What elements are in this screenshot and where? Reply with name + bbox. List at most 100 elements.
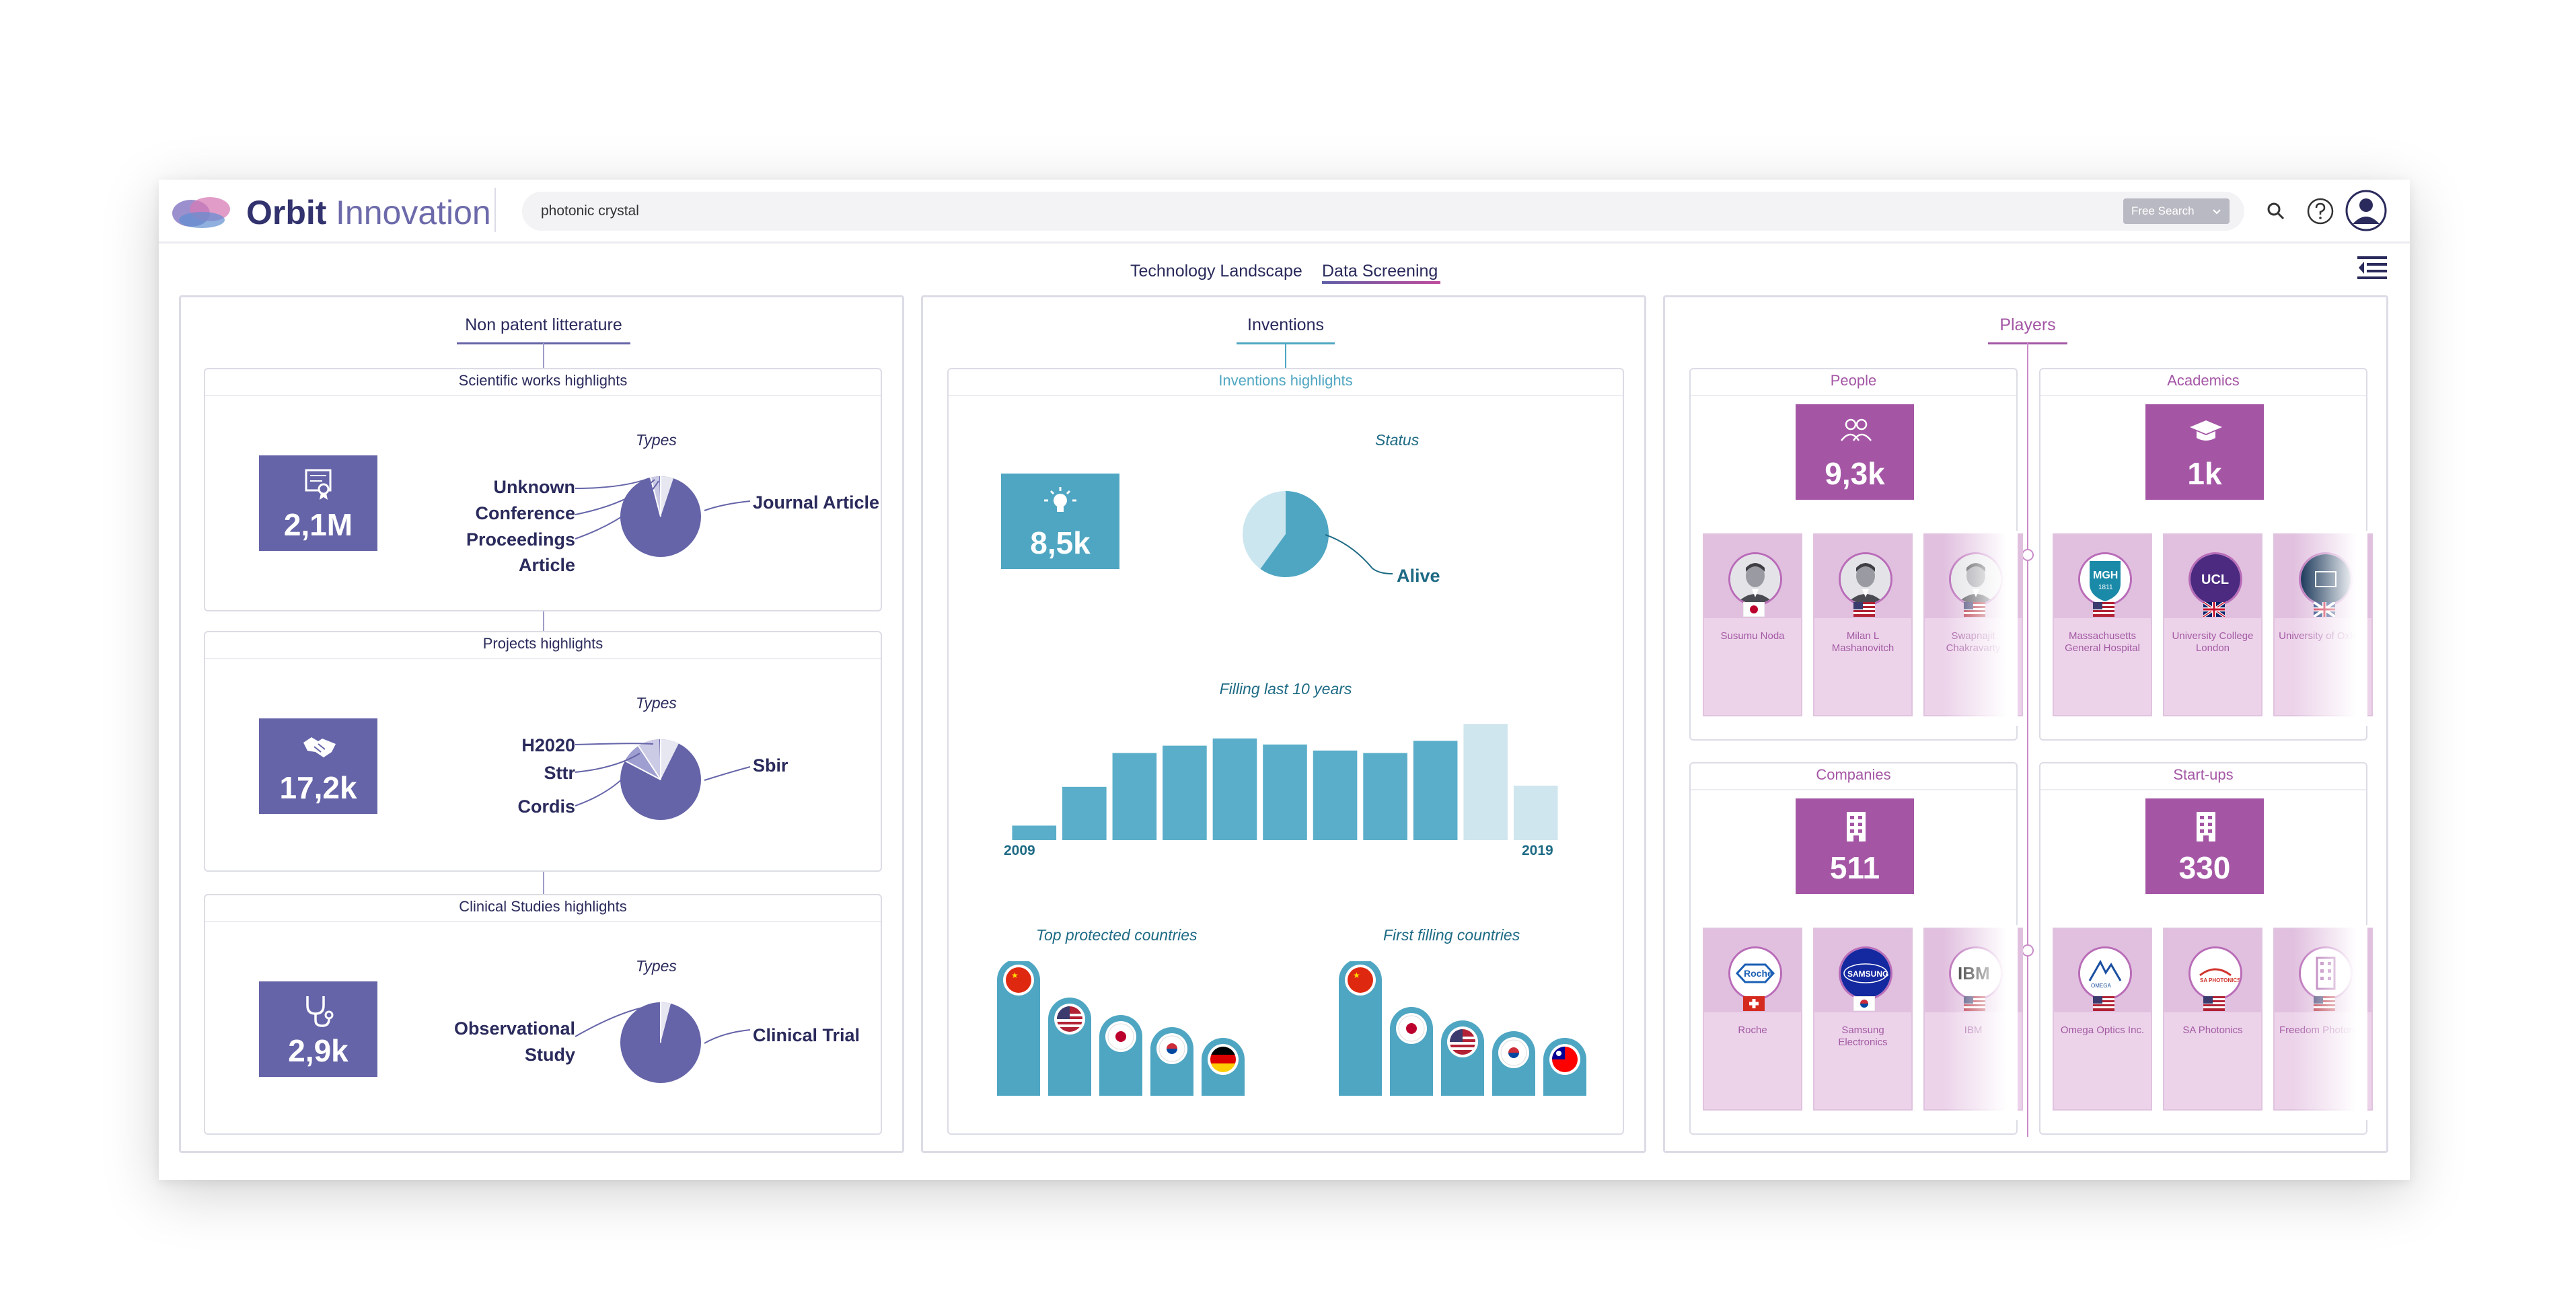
player-card[interactable]: OMEGA Omega Optics Inc. (2053, 928, 2152, 1111)
search-input[interactable]: photonic crystal (541, 203, 639, 219)
filing-bar-2014[interactable] (1263, 745, 1307, 840)
companies-card: Companies 511 Roche Roche SAMSUNG Samsun… (1689, 762, 2018, 1135)
search-icon[interactable] (2266, 201, 2286, 221)
academics-stat[interactable]: 1k (2145, 404, 2264, 500)
player-card[interactable]: MGH1811 Massachusetts General Hospital (2053, 533, 2152, 716)
mgh-logo-icon: MGH1811 (2078, 552, 2132, 606)
startups-card: Start-ups 330 OMEGA Omega Optics Inc. SA… (2039, 762, 2367, 1135)
pie-label-conference: Conference (461, 503, 575, 524)
pie-label-journal-article: Journal Article (753, 492, 879, 513)
svg-text:1811: 1811 (2098, 584, 2113, 591)
players-title[interactable]: Players (1988, 315, 2067, 335)
logo-text-light: Innovation (336, 193, 491, 232)
inventions-title[interactable]: Inventions (1237, 315, 1335, 335)
first-filing-countries[interactable]: ★ (1337, 961, 1593, 1104)
inventions-panel: Inventions Inventions highlights 8,5k St… (921, 295, 1646, 1153)
logo-text-strong: Orbit (246, 193, 326, 232)
filing-bar-2015[interactable] (1313, 751, 1358, 840)
top-protected-countries[interactable]: ★ (996, 961, 1251, 1104)
card-title: Companies (1691, 766, 2016, 784)
scientific-works-stat[interactable]: 2,1M (259, 455, 377, 551)
status-pie-chart[interactable] (1241, 489, 1331, 579)
card-title: Scientific works highlights (205, 372, 881, 389)
pie-label-clinical-trial: Clinical Trial (753, 1025, 860, 1046)
filing-bar-2011[interactable] (1113, 753, 1157, 840)
clinical-studies-card: Clinical Studies highlights 2,9k Types O… (204, 894, 882, 1135)
lightbulb-icon (1044, 486, 1076, 521)
stat-value: 330 (2145, 850, 2264, 886)
filing-chart-title: Filling last 10 years (949, 680, 1623, 698)
orbit-logo-mark (171, 193, 233, 229)
carousel-fade (2293, 531, 2367, 726)
pie-label-proceedings: Proceedings (461, 529, 575, 550)
sa-photonics-logo-icon: SA PHOTONICS (2188, 946, 2242, 1000)
projects-card: Projects highlights 17,2k Types (204, 631, 882, 872)
orbit-logo[interactable]: Orbit Innovation (171, 189, 487, 232)
tab-technology-landscape[interactable]: Technology Landscape (1130, 262, 1302, 281)
filing-bar-2017[interactable] (1413, 741, 1458, 840)
china-flag-icon: ★ (1339, 961, 1382, 1096)
inventions-card: Inventions highlights 8,5k Status Alive … (947, 368, 1624, 1135)
switzerland-flag-icon (1743, 996, 1765, 1011)
filing-bar-2018[interactable] (1463, 724, 1508, 840)
first-filing-title: First filling countries (1383, 926, 1520, 944)
search-mode-select[interactable]: Free Search (2123, 198, 2230, 224)
collapse-menu-icon[interactable] (2357, 254, 2387, 280)
tab-data-screening[interactable]: Data Screening (1322, 262, 1438, 281)
svg-text:Roche: Roche (1744, 968, 1773, 979)
pie-label-unknown: Unknown (461, 477, 575, 498)
filing-bar-2019[interactable] (1514, 786, 1558, 840)
search-bar[interactable]: photonic crystal Free Search (522, 192, 2244, 231)
pie-label-alive: Alive (1397, 566, 1440, 587)
card-title: Academics (2040, 372, 2366, 389)
non-patent-title[interactable]: Non patent litterature (457, 315, 630, 335)
card-title-divider (2040, 789, 2366, 790)
player-card[interactable]: Susumu Noda (1703, 533, 1802, 716)
chevron-down-icon (2212, 209, 2221, 215)
help-icon[interactable] (2306, 197, 2334, 225)
certificate-icon (302, 467, 334, 502)
korea-flag-icon (1853, 996, 1875, 1011)
academics-card: Academics 1k MGH1811 Massachusetts Gener… (2039, 368, 2367, 741)
app-window: Orbit Innovation photonic crystal Free S… (159, 180, 2410, 1180)
clinical-studies-stat[interactable]: 2,9k (259, 981, 377, 1077)
handshake-icon (302, 731, 337, 763)
filing-bar-2012[interactable] (1163, 746, 1207, 840)
startups-stat[interactable]: 330 (2145, 798, 2264, 894)
filing-bar-2013[interactable] (1213, 739, 1257, 840)
player-name: Roche (1707, 1024, 1798, 1037)
player-card[interactable]: Roche Roche (1703, 928, 1802, 1111)
building-icon (1839, 811, 1874, 843)
card-title: Clinical Studies highlights (205, 898, 881, 915)
usa-flag-icon (2203, 996, 2225, 1011)
players-connector (2027, 343, 2028, 1137)
carousel-fade (1944, 531, 2018, 726)
companies-stat[interactable]: 511 (1796, 798, 1914, 894)
pie-label-sttr: Sttr (461, 763, 575, 784)
filing-bar-2010[interactable] (1062, 787, 1107, 840)
inventions-stat[interactable]: 8,5k (1001, 474, 1119, 569)
player-card[interactable]: SAMSUNG Samsung Electronics (1813, 928, 1913, 1111)
card-title-divider (1691, 395, 2016, 396)
usa-flag-icon (1853, 602, 1875, 617)
japan-flag-icon (1390, 1007, 1433, 1096)
korea-flag-icon (1150, 1027, 1193, 1096)
stat-value: 2,1M (259, 507, 377, 543)
projects-stat[interactable]: 17,2k (259, 718, 377, 814)
filing-bar-2009[interactable] (1012, 825, 1056, 840)
card-title: Projects highlights (205, 635, 881, 652)
filing-bar-chart[interactable] (1009, 719, 1561, 840)
filing-bar-2016[interactable] (1363, 753, 1407, 840)
player-card[interactable]: SA PHOTONICS SA Photonics (2163, 928, 2262, 1111)
people-stat[interactable]: 9,3k (1796, 404, 1914, 500)
card-title-divider (205, 921, 881, 922)
filing-axis-start: 2009 (1004, 843, 1035, 859)
player-card[interactable]: UCL University College London (2163, 533, 2262, 716)
player-card[interactable]: Milan L Mashanovitch (1813, 533, 1913, 716)
usa-flag-icon (2093, 996, 2114, 1011)
status-chart-title: Status (1375, 431, 1419, 449)
chart-title: Types (636, 431, 677, 449)
user-avatar-icon[interactable] (2345, 189, 2388, 232)
player-name: Omega Optics Inc. (2057, 1024, 2148, 1037)
japan-flag-icon (1099, 1015, 1142, 1096)
